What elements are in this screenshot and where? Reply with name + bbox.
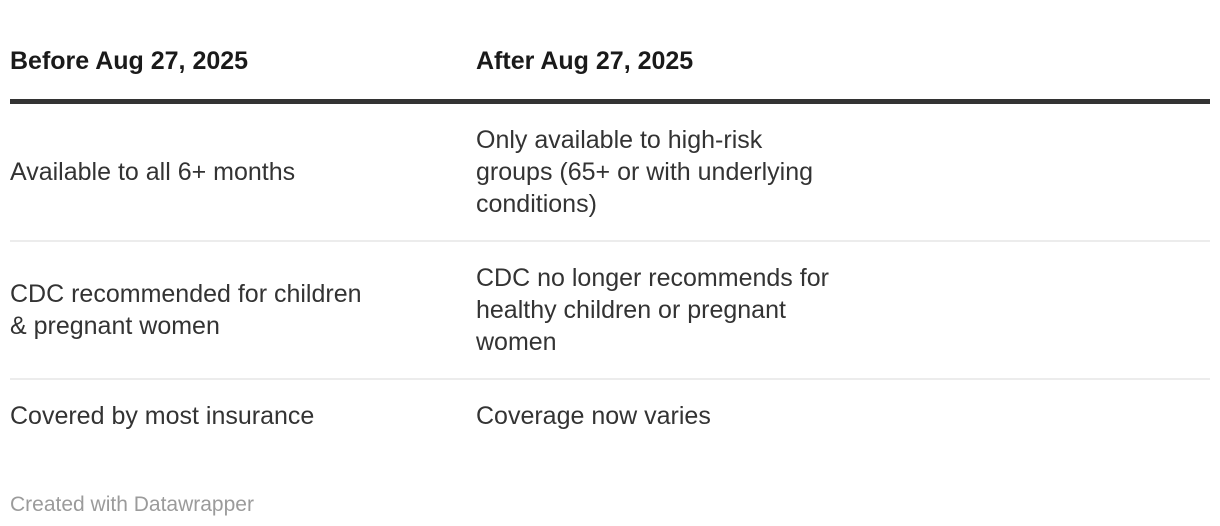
cell-before-recommendation: CDC recommended for children & pregnant … — [10, 241, 476, 380]
cell-after-coverage: Coverage now varies — [476, 402, 711, 430]
datawrapper-attribution-link[interactable]: Created with Datawrapper — [10, 493, 254, 516]
attribution: Created with Datawrapper — [10, 492, 1210, 518]
table-row: Available to all 6+ months Only availabl… — [10, 101, 1210, 242]
table-row: Covered by most insurance Coverage now v… — [10, 379, 1210, 452]
table-header: Before Aug 27, 2025 After Aug 27, 2025 — [10, 0, 1210, 104]
cell-before-availability: Available to all 6+ months — [10, 101, 476, 242]
cell-before-coverage: Covered by most insurance — [10, 402, 315, 430]
column-header-after: After Aug 27, 2025 — [476, 0, 1210, 104]
header-row: Before Aug 27, 2025 After Aug 27, 2025 — [10, 0, 1210, 104]
cell-after-recommendation: CDC no longer recommends for healthy chi… — [476, 241, 1210, 380]
column-header-before: Before Aug 27, 2025 — [10, 0, 476, 104]
comparison-table: Before Aug 27, 2025 After Aug 27, 2025 A… — [10, 0, 1210, 452]
table-body: Available to all 6+ months Only availabl… — [10, 101, 1210, 453]
table-row: CDC recommended for children & pregnant … — [10, 241, 1210, 380]
cell-after-availability: Only available to high-risk groups (65+ … — [476, 101, 1210, 242]
